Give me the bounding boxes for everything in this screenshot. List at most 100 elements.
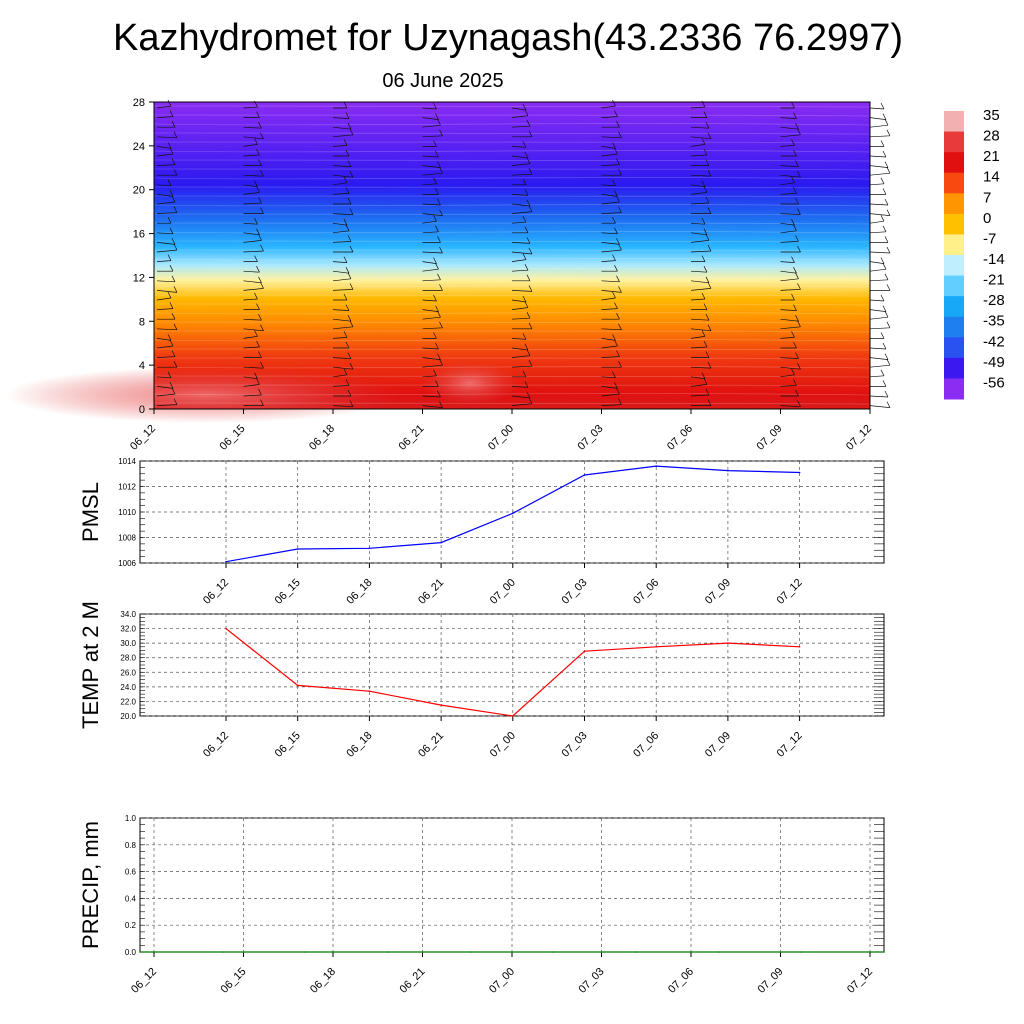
color-bar-swatch xyxy=(944,357,964,379)
color-bar-label: -21 xyxy=(983,272,1005,289)
chart-title: Kazhydromet for Uzynagash(43.2336 76.299… xyxy=(113,17,903,59)
color-bar-swatch xyxy=(944,337,964,359)
wind-barb xyxy=(601,217,616,224)
wind-barb xyxy=(156,238,176,245)
y-tick-label: 4 xyxy=(139,360,145,372)
chart-subtitle: 06 June 2025 xyxy=(382,70,503,92)
series-point xyxy=(583,650,586,652)
wind-barb xyxy=(601,398,622,406)
wind-barb xyxy=(333,101,348,109)
wind-barb xyxy=(869,257,885,264)
wind-barb xyxy=(422,198,441,206)
wind-barb xyxy=(512,226,529,234)
wind-barb xyxy=(869,321,891,330)
wind-barb xyxy=(156,179,172,187)
wind-barb xyxy=(869,129,891,138)
contour-lines xyxy=(153,105,871,405)
wind-barb xyxy=(243,276,262,284)
wind-barb xyxy=(601,206,622,214)
series-point xyxy=(440,541,442,544)
contour-line xyxy=(153,186,871,189)
x-tick-label: 06_12 xyxy=(128,423,158,453)
wind-barb xyxy=(422,359,443,368)
wind-barb xyxy=(157,121,176,128)
contour-line xyxy=(153,213,871,216)
wind-barb xyxy=(690,196,710,205)
wind-barb xyxy=(156,398,178,406)
wind-barb xyxy=(332,112,350,119)
wind-barb xyxy=(422,102,437,110)
y-tick-label: 1008 xyxy=(118,534,136,543)
wind-barb xyxy=(869,353,889,360)
wind-barb xyxy=(512,370,527,378)
wind-barb xyxy=(333,149,350,157)
wind-barb xyxy=(601,190,618,197)
color-bar-swatch xyxy=(944,152,964,174)
wind-barb xyxy=(690,186,708,195)
wind-barb xyxy=(869,177,885,186)
wind-barb xyxy=(601,238,620,245)
x-tick-label: 07_06 xyxy=(666,966,696,996)
wind-barb xyxy=(332,283,354,291)
wind-barb xyxy=(869,401,891,408)
y-tick-label: 0.6 xyxy=(125,868,137,877)
color-bar-swatch xyxy=(944,296,964,318)
wind-barb xyxy=(780,341,797,349)
wind-barb xyxy=(243,170,264,177)
wind-barb xyxy=(601,243,622,253)
wind-barb xyxy=(690,362,712,369)
wind-barb xyxy=(780,128,801,138)
wind-barb xyxy=(691,111,708,118)
wind-barb xyxy=(601,323,622,331)
wind-barb xyxy=(691,159,710,166)
wind-barb xyxy=(691,207,712,214)
wind-barb xyxy=(332,304,350,311)
contour-line xyxy=(153,339,871,342)
y-tick-label: 28 xyxy=(133,97,145,109)
wind-barb xyxy=(870,380,887,387)
wind-barb xyxy=(869,263,887,272)
pmsl-panel: 1006 1008 1010 1012 1014 06_12 06_15 06_18 06_21… xyxy=(78,457,885,607)
x-tick-label: 07_12 xyxy=(775,577,805,607)
color-bar-label: 21 xyxy=(983,148,1000,165)
wind-barb xyxy=(332,272,352,282)
x-tick-label: 06_18 xyxy=(308,966,338,996)
y-axis-label: PMSL xyxy=(78,482,103,542)
wind-barb xyxy=(332,379,350,387)
wind-barb xyxy=(243,228,260,236)
color-bar: 35 28 21 14 7 0 -7 -14 -21 -28 -35 -42 -49 -56 xyxy=(944,107,1005,400)
x-tick-label: 07_03 xyxy=(560,577,590,607)
x-tick-label: 07_09 xyxy=(756,966,786,996)
wind-barb xyxy=(422,353,441,360)
wind-barb xyxy=(869,225,887,234)
wind-barb xyxy=(332,368,348,378)
wind-barb xyxy=(243,303,260,310)
contour-line xyxy=(153,402,871,405)
plot-frame xyxy=(139,613,885,717)
wind-barb xyxy=(601,179,616,187)
wind-barb xyxy=(869,161,889,168)
y-tick-label: 16 xyxy=(133,229,145,241)
series-point xyxy=(225,560,227,563)
wind-barb xyxy=(690,282,712,291)
x-tick-label: 07_09 xyxy=(703,577,733,607)
wind-barb xyxy=(332,352,352,359)
y-tick-label: 20.0 xyxy=(120,712,136,721)
wind-barb xyxy=(422,113,439,120)
wind-barb xyxy=(780,112,797,119)
precip-panel: 0.0 0.2 0.4 0.6 0.8 1.0 06_12 06_15 06_18 06_21 07… xyxy=(78,814,885,996)
wind-barb xyxy=(870,188,887,195)
wind-barb xyxy=(690,148,708,157)
wind-barb xyxy=(870,236,889,243)
series-point xyxy=(296,548,299,550)
wind-barb xyxy=(243,159,262,166)
wind-barb xyxy=(780,379,797,387)
wind-barb xyxy=(601,158,620,166)
heatmap-y-axis: 0 4 8 12 16 20 24 28 xyxy=(133,97,154,416)
wind-barb xyxy=(243,255,258,262)
wind-barb xyxy=(243,351,262,358)
wind-barb xyxy=(601,361,622,368)
contour-line xyxy=(153,348,871,351)
wind-barb xyxy=(780,389,799,397)
